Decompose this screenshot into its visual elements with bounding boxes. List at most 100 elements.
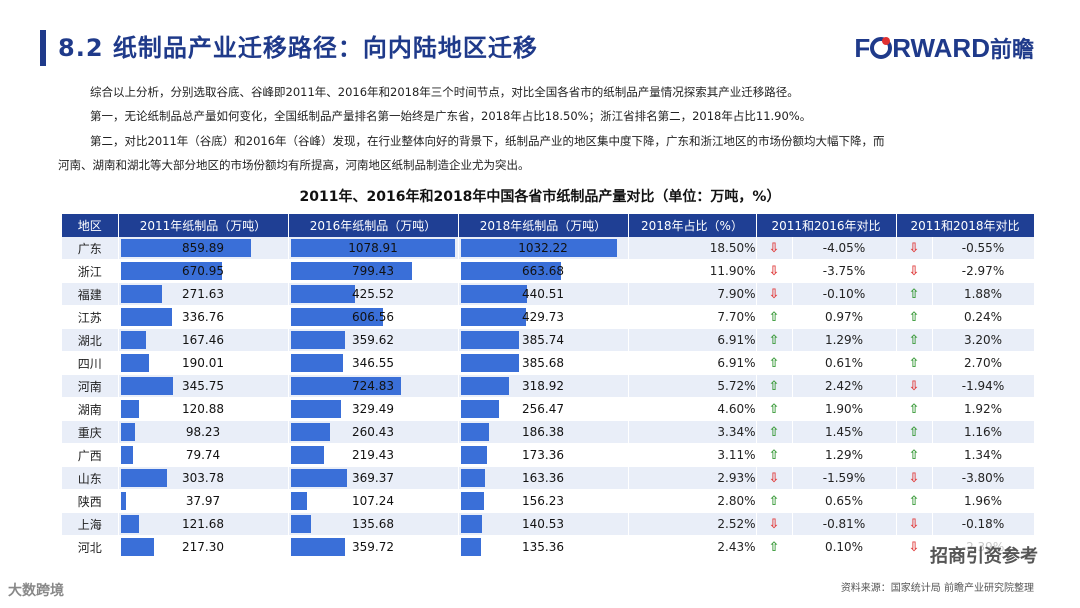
region-cell: 山东 <box>62 466 119 491</box>
region-cell: 广西 <box>62 443 119 468</box>
data-bar-y2011 <box>120 423 136 442</box>
share-cell: 3.11% <box>628 443 757 468</box>
table-row: 陕西 37.97 107.24 156.23 2.80% ⇧ 0.65% ⇧ 1.96% <box>62 489 1035 514</box>
bar-value-y2018: 318.92 <box>522 379 564 394</box>
watermark-left: 大数跨境 <box>8 583 64 599</box>
table-row: 江苏 336.76 606.56 429.73 7.70% ⇧ 0.97% ⇧ 0.24% <box>62 305 1035 330</box>
change-cell: 1.29% <box>792 328 897 353</box>
trend-cell: ⇩ <box>896 259 933 284</box>
trend-cell: ⇧ <box>756 443 793 468</box>
share-cell: 18.50% <box>628 237 757 261</box>
arrow-down-icon: ⇩ <box>908 240 920 256</box>
region-cell: 湖北 <box>62 328 119 353</box>
trend-cell: ⇩ <box>756 466 793 491</box>
region-cell: 陕西 <box>62 489 119 514</box>
trend-cell: ⇧ <box>756 535 793 560</box>
trend-cell: ⇧ <box>896 420 933 445</box>
bar-cell-y2018: 440.51 <box>458 282 629 307</box>
data-bar-y2018 <box>460 331 520 350</box>
bar-value-y2011: 79.74 <box>185 448 221 463</box>
bar-cell-y2018: 385.74 <box>458 328 629 353</box>
arrow-up-icon: ⇧ <box>908 424 920 440</box>
data-bar-y2018 <box>460 285 528 304</box>
change-cell: 3.20% <box>932 328 1035 353</box>
data-bar-y2018 <box>460 377 509 396</box>
bar-cell-y2011: 79.74 <box>118 443 289 468</box>
change-cell: -2.97% <box>932 259 1035 284</box>
bar-cell-y2016: 369.37 <box>288 466 459 491</box>
bar-value-y2016: 359.72 <box>352 540 394 555</box>
arrow-down-icon: ⇩ <box>768 286 780 302</box>
change-cell: 0.65% <box>792 489 897 514</box>
table-row: 上海 121.68 135.68 140.53 2.52% ⇩ -0.81% ⇩ -0.18% <box>62 512 1035 537</box>
change-cell: 0.24% <box>932 305 1035 330</box>
bar-cell-y2018: 186.38 <box>458 420 629 445</box>
bar-cell-y2011: 271.63 <box>118 282 289 307</box>
logo-o-mark-icon <box>870 37 893 59</box>
bar-value-y2016: 425.52 <box>352 287 394 302</box>
region-cell: 福建 <box>62 282 119 307</box>
data-bar-y2018 <box>460 239 618 258</box>
arrow-down-icon: ⇩ <box>908 378 920 394</box>
data-bar-y2018 <box>460 400 500 419</box>
share-cell: 11.90% <box>628 259 757 284</box>
data-bar-y2011 <box>120 285 162 304</box>
data-bar-y2016 <box>290 446 324 465</box>
share-cell: 7.90% <box>628 282 757 307</box>
table-row: 四川 190.01 346.55 385.68 6.91% ⇧ 0.61% ⇧ 2.70% <box>62 351 1035 376</box>
trend-cell: ⇩ <box>896 512 933 537</box>
change-cell: 0.10% <box>792 535 897 560</box>
bar-value-y2011: 217.30 <box>182 540 224 555</box>
change-cell: 0.61% <box>792 351 897 376</box>
bar-value-y2011: 303.78 <box>182 471 224 486</box>
change-cell: -4.05% <box>792 237 897 261</box>
table-header-row: 地区 2011年纸制品（万吨） 2016年纸制品（万吨） 2018年纸制品（万吨… <box>62 214 1035 237</box>
table-row: 湖南 120.88 329.49 256.47 4.60% ⇧ 1.90% ⇧ 1.92% <box>62 397 1035 422</box>
region-cell: 上海 <box>62 512 119 537</box>
bar-value-y2011: 121.68 <box>182 517 224 532</box>
data-bar-y2011 <box>120 515 139 534</box>
table-row: 山东 303.78 369.37 163.36 2.93% ⇩ -1.59% ⇩ -3.80% <box>62 466 1035 491</box>
region-cell: 河南 <box>62 374 119 399</box>
col-header-2011: 2011年纸制品（万吨） <box>118 214 289 237</box>
bar-cell-y2011: 121.68 <box>118 512 289 537</box>
data-bar-y2011 <box>120 446 133 465</box>
arrow-up-icon: ⇧ <box>768 447 780 463</box>
bar-cell-y2011: 167.46 <box>118 328 289 353</box>
table-row: 湖北 167.46 359.62 385.74 6.91% ⇧ 1.29% ⇧ 3.20% <box>62 328 1035 353</box>
change-cell: 1.45% <box>792 420 897 445</box>
change-cell: 1.92% <box>932 397 1035 422</box>
share-cell: 2.93% <box>628 466 757 491</box>
change-cell: 1.16% <box>932 420 1035 445</box>
data-bar-y2016 <box>290 469 347 488</box>
table-title: 2011年、2016年和2018年中国各省市纸制品产量对比（单位：万吨，%） <box>299 189 781 205</box>
change-cell: -0.18% <box>932 512 1035 537</box>
arrow-down-icon: ⇩ <box>908 263 920 279</box>
data-bar-y2018 <box>460 538 482 557</box>
data-bar-y2016 <box>290 262 413 281</box>
arrow-up-icon: ⇧ <box>768 401 780 417</box>
bar-cell-y2011: 120.88 <box>118 397 289 422</box>
data-bar-y2018 <box>460 446 487 465</box>
col-header-region: 地区 <box>62 214 119 237</box>
change-cell: -0.81% <box>792 512 897 537</box>
data-bar-y2011 <box>120 377 174 396</box>
data-bar-y2011 <box>120 331 146 350</box>
table-row: 浙江 670.95 799.43 663.68 11.90% ⇩ -3.75% ⇩ -2.97% <box>62 259 1035 284</box>
data-bar-y2011 <box>120 492 127 511</box>
bar-cell-y2011: 217.30 <box>118 535 289 560</box>
bar-value-y2016: 260.43 <box>352 425 394 440</box>
bar-value-y2018: 385.68 <box>522 356 564 371</box>
bar-value-y2016: 369.37 <box>352 471 394 486</box>
region-cell: 湖南 <box>62 397 119 422</box>
arrow-up-icon: ⇧ <box>768 424 780 440</box>
change-cell: -1.94% <box>932 374 1035 399</box>
arrow-down-icon: ⇩ <box>768 470 780 486</box>
share-cell: 2.80% <box>628 489 757 514</box>
table-row: 河南 345.75 724.83 318.92 5.72% ⇧ 2.42% ⇩ -1.94% <box>62 374 1035 399</box>
bar-value-y2018: 440.51 <box>522 287 564 302</box>
data-bar-y2016 <box>290 308 383 327</box>
bar-cell-y2018: 663.68 <box>458 259 629 284</box>
trend-cell: ⇩ <box>896 466 933 491</box>
data-bar-y2011 <box>120 354 150 373</box>
